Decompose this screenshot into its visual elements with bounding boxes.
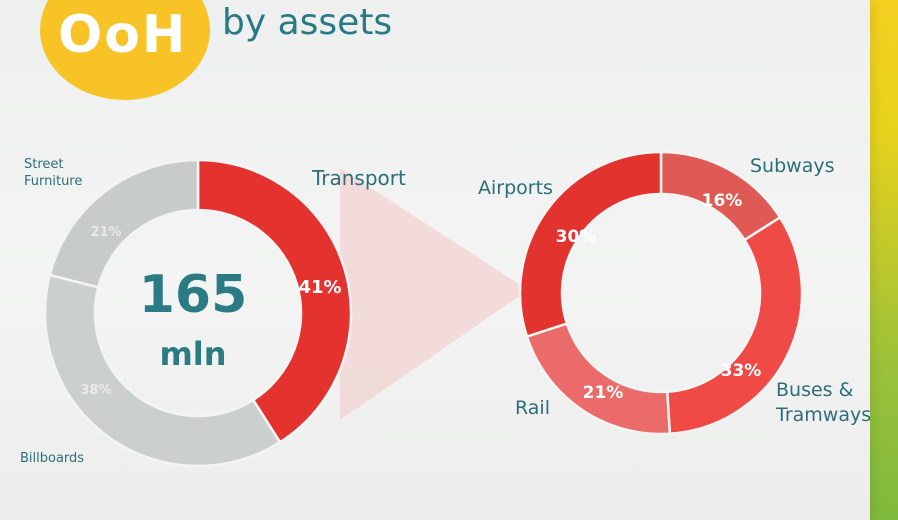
slice-street-furniture: [48, 158, 200, 289]
center-unit: mln: [159, 335, 226, 373]
slice-airports: [518, 150, 663, 339]
label-transport: Transport: [311, 166, 406, 190]
label-rail: Rail: [515, 397, 550, 419]
label-buses-tramways: Buses & Tramways: [775, 379, 870, 426]
slice-transport: [196, 158, 353, 444]
label-subways: Subways: [750, 155, 835, 177]
value-airports: 30%: [556, 227, 597, 247]
label-street-furniture-line1: Street: [24, 157, 64, 172]
center-value: 165: [139, 265, 248, 325]
label-buses-line1: Buses &: [776, 379, 854, 401]
label-buses-line2: Tramways: [775, 404, 870, 426]
value-street-furniture: 21%: [90, 225, 121, 240]
charts-svg: 165 mln Transport Billboards Street Furn…: [20, 150, 870, 468]
chart-1-donut: [43, 158, 353, 468]
callout-connector: [340, 168, 528, 420]
value-transport: 41%: [298, 277, 341, 298]
label-billboards: Billboards: [20, 451, 84, 466]
value-billboards: 38%: [80, 383, 111, 398]
label-street-furniture: Street Furniture: [24, 157, 82, 189]
label-street-furniture-line2: Furniture: [24, 174, 82, 189]
slide: OoH by assets 165 mln Transport Billboar…: [0, 0, 870, 520]
slice-billboards: [43, 273, 282, 468]
chart-2-donut: [518, 150, 804, 436]
label-airports: Airports: [478, 177, 553, 199]
value-rail: 21%: [583, 383, 624, 403]
value-subways: 16%: [702, 191, 743, 211]
slice-buses-tramways: [665, 215, 804, 436]
value-buses: 33%: [721, 361, 762, 381]
logo-text: OoH: [58, 5, 188, 65]
page-title: by assets: [222, 2, 393, 43]
